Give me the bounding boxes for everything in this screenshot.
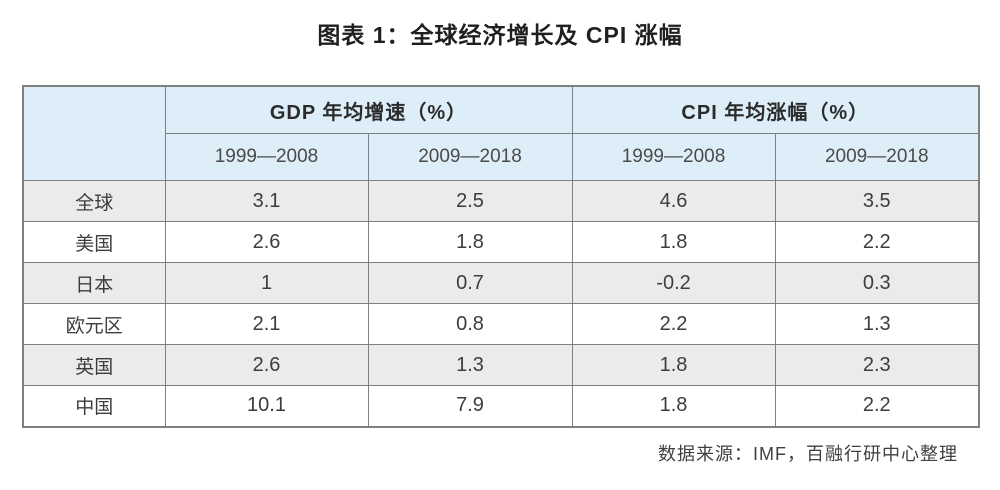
value-cell: 2.2	[774, 221, 980, 263]
value-cell: 1.8	[571, 221, 776, 263]
value-cell: 1.8	[367, 221, 573, 263]
table-row: 日本 1 0.7 -0.2 0.3	[22, 262, 980, 304]
value-cell: 2.3	[774, 344, 980, 386]
value-cell: 2.2	[571, 303, 776, 345]
row-label: 中国	[22, 385, 166, 427]
period-header-cpi-2009-2018: 2009—2018	[774, 133, 980, 181]
data-source-note: 数据来源：IMF，百融行研中心整理	[658, 444, 958, 464]
value-cell: 1.3	[367, 344, 573, 386]
table-row: 中国 10.1 7.9 1.8 2.2	[22, 385, 980, 427]
table-row: 欧元区 2.1 0.8 2.2 1.3	[22, 303, 980, 345]
table-row: 英国 2.6 1.3 1.8 2.3	[22, 344, 980, 386]
value-cell: 1.8	[571, 344, 776, 386]
value-cell: 3.1	[164, 180, 369, 222]
corner-cell	[22, 85, 166, 181]
value-cell: 0.7	[367, 262, 573, 304]
value-cell: 2.6	[164, 344, 369, 386]
period-header-gdp-1999-2008: 1999—2008	[164, 133, 369, 181]
value-cell: 2.6	[164, 221, 369, 263]
table-header: GDP 年均增速（%） CPI 年均涨幅（%） 1999—2008 2009—2…	[22, 85, 980, 181]
figure-title: 图表 1：全球经济增长及 CPI 涨幅	[317, 22, 683, 48]
value-cell: 1.3	[774, 303, 980, 345]
value-cell: 10.1	[164, 385, 369, 427]
value-cell: 4.6	[571, 180, 776, 222]
value-cell: 0.8	[367, 303, 573, 345]
row-label: 全球	[22, 180, 166, 222]
value-cell: 3.5	[774, 180, 980, 222]
economic-data-table: GDP 年均增速（%） CPI 年均涨幅（%） 1999—2008 2009—2…	[22, 85, 981, 428]
row-label: 美国	[22, 221, 166, 263]
table-row: 全球 3.1 2.5 4.6 3.5	[22, 180, 980, 222]
period-header-gdp-2009-2018: 2009—2018	[367, 133, 573, 181]
value-cell: 2.5	[367, 180, 573, 222]
table-body: 全球 3.1 2.5 4.6 3.5 美国 2.6 1.8 1.8 2.2 日本 1 0.7 -0.2 0.…	[22, 180, 980, 427]
row-label: 日本	[22, 262, 166, 304]
value-cell: 1	[164, 262, 369, 304]
column-group-cpi: CPI 年均涨幅（%）	[571, 85, 980, 134]
value-cell: 2.1	[164, 303, 369, 345]
value-cell: 0.3	[774, 262, 980, 304]
row-label: 英国	[22, 344, 166, 386]
value-cell: 2.2	[774, 385, 980, 427]
row-label: 欧元区	[22, 303, 166, 345]
value-cell: 1.8	[571, 385, 776, 427]
value-cell: -0.2	[571, 262, 776, 304]
column-group-gdp: GDP 年均增速（%）	[164, 85, 573, 134]
value-cell: 7.9	[367, 385, 573, 427]
period-header-cpi-1999-2008: 1999—2008	[571, 133, 776, 181]
table-row: 美国 2.6 1.8 1.8 2.2	[22, 221, 980, 263]
